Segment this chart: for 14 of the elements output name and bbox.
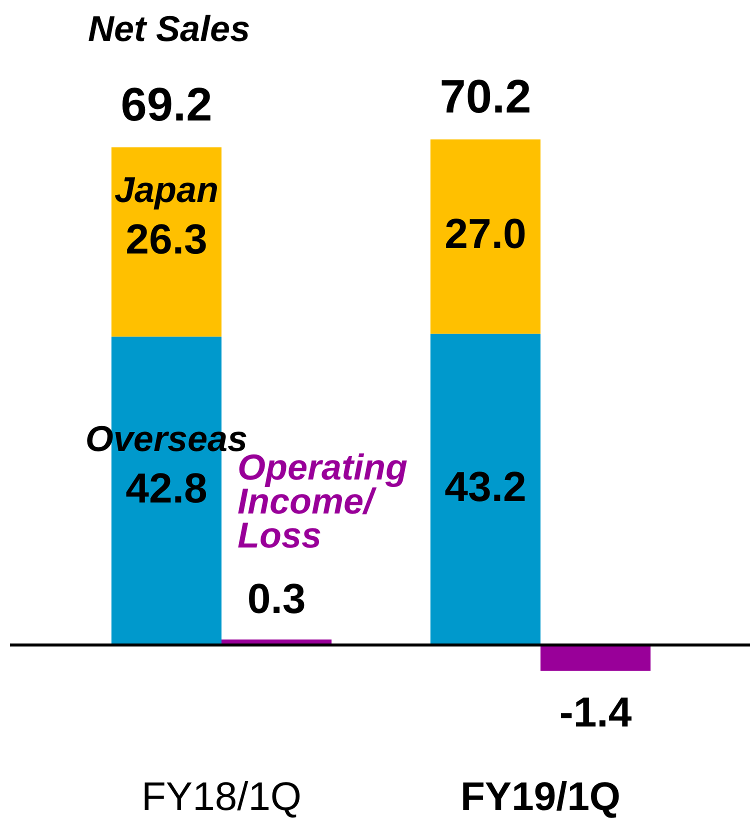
data-label: 0.3 xyxy=(247,575,306,622)
x-tick-label: FY19/1Q xyxy=(460,775,621,819)
data-label: 26.3 xyxy=(126,216,208,263)
data-label: 42.8 xyxy=(126,464,208,512)
data-label: 27.0 xyxy=(444,210,526,258)
total-label: 69.2 xyxy=(120,77,212,130)
chart-title: Net Sales xyxy=(88,8,250,49)
bar xyxy=(430,334,540,646)
total-label: 70.2 xyxy=(440,69,532,122)
series-label: Japan xyxy=(114,168,218,210)
x-tick-label: FY18/1Q xyxy=(141,775,302,819)
bar xyxy=(430,139,540,334)
data-label: 43.2 xyxy=(444,463,526,510)
data-label: -1.4 xyxy=(559,688,632,736)
